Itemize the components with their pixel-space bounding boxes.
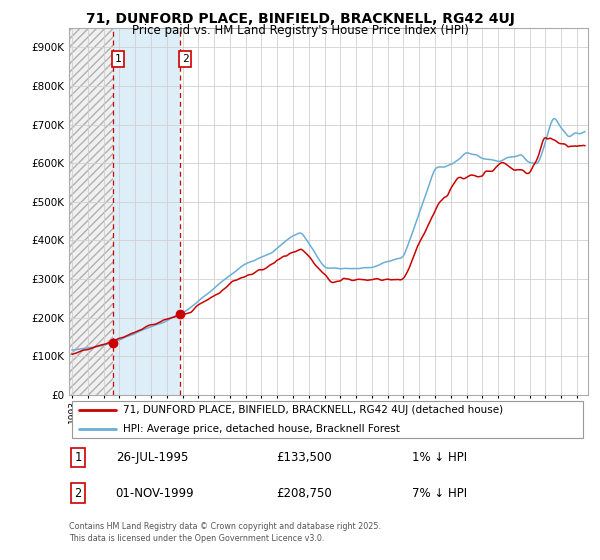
Text: 71, DUNFORD PLACE, BINFIELD, BRACKNELL, RG42 4UJ: 71, DUNFORD PLACE, BINFIELD, BRACKNELL, …	[86, 12, 514, 26]
Text: 2: 2	[182, 54, 188, 64]
FancyBboxPatch shape	[71, 402, 583, 437]
Text: 01-NOV-1999: 01-NOV-1999	[116, 487, 194, 500]
Text: £133,500: £133,500	[277, 451, 332, 464]
Text: 71, DUNFORD PLACE, BINFIELD, BRACKNELL, RG42 4UJ (detached house): 71, DUNFORD PLACE, BINFIELD, BRACKNELL, …	[124, 405, 503, 415]
Bar	[69, 28, 113, 395]
Text: Contains HM Land Registry data © Crown copyright and database right 2025.
This d: Contains HM Land Registry data © Crown c…	[69, 522, 381, 543]
Text: £208,750: £208,750	[277, 487, 332, 500]
Bar	[113, 28, 180, 395]
Text: 1: 1	[74, 451, 82, 464]
Text: 1: 1	[115, 54, 121, 64]
Text: 2: 2	[74, 487, 82, 500]
Text: 1% ↓ HPI: 1% ↓ HPI	[412, 451, 467, 464]
Text: 7% ↓ HPI: 7% ↓ HPI	[412, 487, 467, 500]
Text: HPI: Average price, detached house, Bracknell Forest: HPI: Average price, detached house, Brac…	[124, 424, 400, 433]
Text: Price paid vs. HM Land Registry's House Price Index (HPI): Price paid vs. HM Land Registry's House …	[131, 24, 469, 36]
Text: 26-JUL-1995: 26-JUL-1995	[116, 451, 188, 464]
